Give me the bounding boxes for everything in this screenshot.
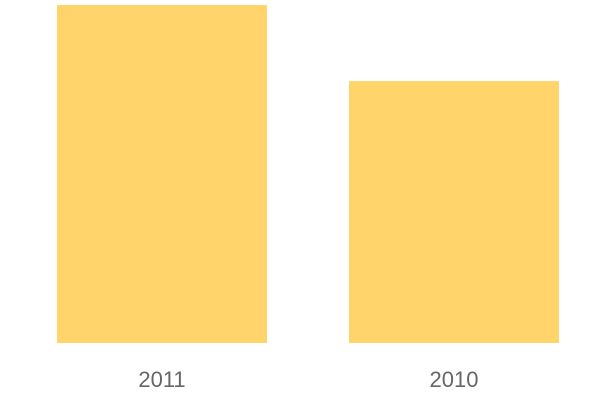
x-tick-label-2011: 2011 — [138, 367, 185, 392]
bars-group — [57, 5, 559, 344]
x-axis-tick-labels: 2011 2010 — [138, 367, 478, 392]
bar-2010 — [349, 81, 559, 344]
x-tick-label-2010: 2010 — [430, 367, 479, 392]
bar-2011 — [57, 5, 267, 343]
